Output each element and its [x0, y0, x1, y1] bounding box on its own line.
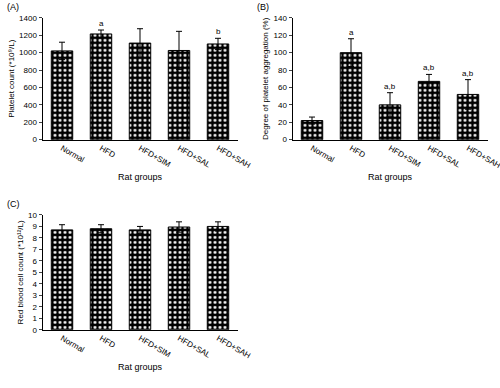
svg-text:2: 2 [32, 303, 37, 312]
svg-text:5: 5 [32, 268, 37, 277]
svg-text:1400: 1400 [19, 14, 37, 23]
svg-text:b: b [216, 27, 221, 36]
svg-text:8: 8 [32, 234, 37, 243]
svg-text:a: a [349, 28, 354, 37]
svg-text:HFD+SAL: HFD+SAL [176, 144, 212, 170]
svg-text:100: 100 [274, 48, 288, 57]
svg-text:Platelet count (*10⁹/L): Platelet count (*10⁹/L) [7, 39, 16, 117]
svg-text:10: 10 [28, 211, 37, 220]
svg-text:Rat groups: Rat groups [118, 172, 163, 182]
svg-text:Degree of platelet aggregation: Degree of platelet aggregation (%) [261, 17, 270, 140]
svg-text:HFD+SIM: HFD+SIM [387, 144, 422, 170]
svg-text:HFD+SIM: HFD+SIM [137, 334, 172, 360]
svg-text:(C): (C) [7, 199, 20, 209]
svg-text:Normal: Normal [309, 144, 336, 165]
svg-text:HFD: HFD [348, 144, 367, 160]
svg-text:Normal: Normal [59, 144, 86, 165]
svg-text:HFD: HFD [98, 334, 117, 350]
svg-text:800: 800 [24, 66, 38, 75]
svg-text:a: a [99, 19, 104, 28]
svg-text:200: 200 [24, 118, 38, 127]
svg-text:HFD+SAL: HFD+SAL [426, 144, 462, 170]
svg-text:(B): (B) [257, 2, 269, 12]
svg-text:80: 80 [278, 66, 287, 75]
svg-text:a,b: a,b [462, 69, 474, 78]
svg-text:40: 40 [278, 101, 287, 110]
svg-text:Red blood cell count (*10¹²/L): Red blood cell count (*10¹²/L) [16, 220, 25, 324]
svg-text:3: 3 [32, 291, 37, 300]
svg-text:HFD: HFD [98, 144, 117, 160]
svg-text:1200: 1200 [19, 31, 37, 40]
svg-text:Rat groups: Rat groups [118, 362, 163, 372]
svg-text:20: 20 [278, 118, 287, 127]
svg-text:400: 400 [24, 101, 38, 110]
svg-text:Normal: Normal [59, 334, 86, 355]
svg-text:HFD+SAL: HFD+SAL [176, 334, 212, 360]
svg-text:HFD+SAH: HFD+SAH [215, 144, 252, 171]
svg-text:a,b: a,b [423, 63, 435, 72]
svg-text:140: 140 [274, 14, 288, 23]
svg-text:(A): (A) [7, 2, 19, 12]
svg-text:HFD+SIM: HFD+SIM [137, 144, 172, 170]
svg-text:a,b: a,b [384, 82, 396, 91]
svg-text:60: 60 [278, 83, 287, 92]
svg-text:600: 600 [24, 83, 38, 92]
svg-text:HFD+SAH: HFD+SAH [465, 144, 500, 171]
svg-text:7: 7 [32, 245, 37, 254]
svg-text:HFD+SAH: HFD+SAH [215, 334, 252, 361]
svg-text:0: 0 [282, 135, 287, 144]
svg-text:120: 120 [274, 31, 288, 40]
svg-text:Rat groups: Rat groups [368, 172, 413, 182]
svg-text:9: 9 [32, 222, 37, 231]
svg-text:0: 0 [32, 326, 37, 335]
svg-text:0: 0 [32, 135, 37, 144]
svg-text:6: 6 [32, 257, 37, 266]
svg-text:1: 1 [32, 314, 37, 323]
svg-text:1000: 1000 [19, 48, 37, 57]
svg-text:4: 4 [32, 280, 37, 289]
